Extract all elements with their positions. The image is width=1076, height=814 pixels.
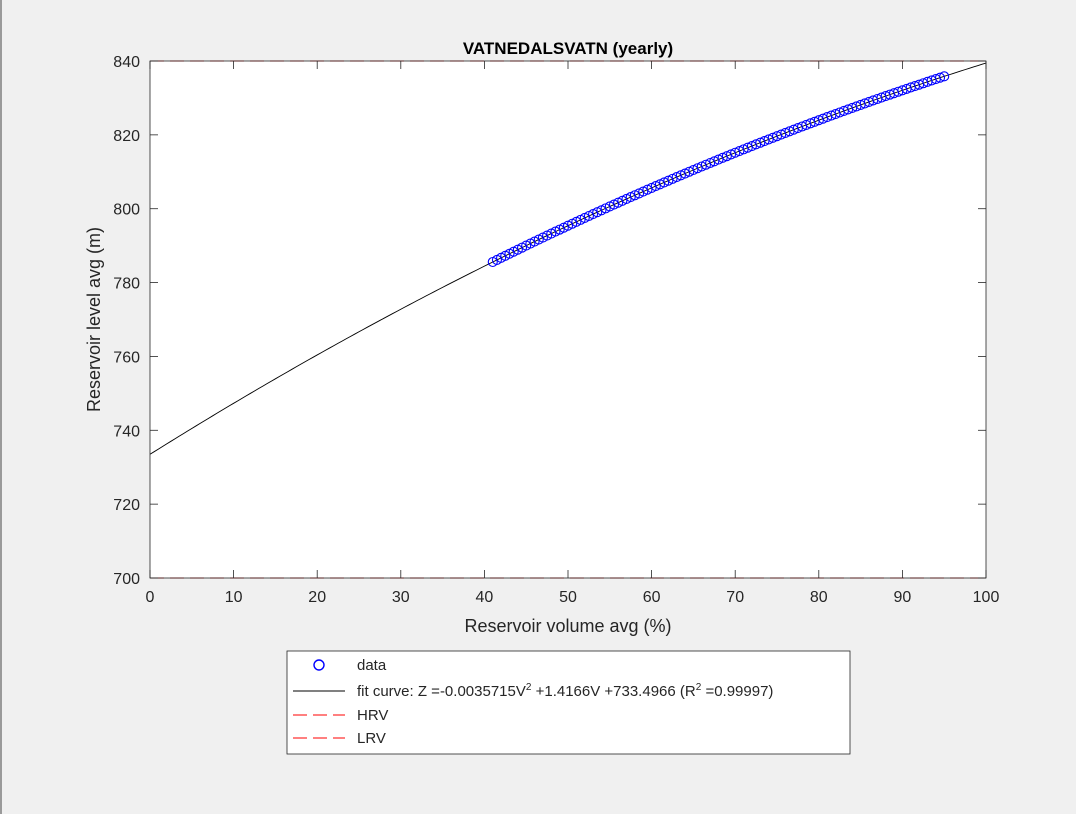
y-tick-label: 780 — [113, 276, 140, 293]
x-tick-label: 50 — [559, 589, 577, 606]
legend-box — [286, 650, 851, 755]
x-tick-label: 60 — [643, 589, 661, 606]
data-point — [746, 140, 757, 152]
chart-title: VATNEDALSVATN (yearly) — [463, 39, 673, 58]
legend-label-part: +1.4166V +733.4966 (R — [531, 683, 695, 700]
plot-area — [150, 60, 986, 579]
data-point — [934, 72, 946, 83]
legend-superscript: 2 — [526, 682, 532, 693]
y-tick-label: 800 — [113, 202, 140, 219]
legend-label-part: HRV — [357, 707, 388, 724]
x-tick-label: 10 — [225, 589, 243, 606]
legend-label-part: =0.99997) — [701, 683, 773, 700]
legend-superscript: 2 — [696, 682, 702, 693]
x-tick-label: 20 — [308, 589, 326, 606]
x-tick-label: 80 — [810, 589, 828, 606]
legend-label-hline-dashed: HRV — [357, 707, 388, 724]
data-point — [751, 139, 762, 150]
x-tick-label: 40 — [476, 589, 494, 606]
x-tick-label: 100 — [973, 589, 1000, 606]
legend-label-part: fit curve: Z =-0.0035715V — [357, 683, 526, 700]
data-points — [487, 71, 950, 268]
x-axis-label: Reservoir volume avg (%) — [464, 616, 671, 636]
data-point — [763, 134, 774, 145]
x-tick-label: 90 — [894, 589, 912, 606]
data-point — [755, 137, 766, 148]
legend-label-part: data — [357, 657, 387, 674]
legend-label-line: fit curve: Z =-0.0035715V2 +1.4166V +733… — [357, 682, 773, 700]
y-tick-label: 760 — [113, 349, 140, 366]
legend-label-scatter: data — [357, 657, 387, 674]
x-tick-label: 70 — [726, 589, 744, 606]
y-tick-label: 820 — [113, 128, 140, 145]
data-point — [939, 71, 950, 82]
legend-label-hline-dashed: LRV — [357, 730, 386, 747]
y-tick-label: 740 — [113, 423, 140, 440]
axes-background — [150, 61, 986, 578]
y-axis-label: Reservoir level avg (m) — [84, 227, 104, 412]
y-tick-label: 720 — [113, 497, 140, 514]
legend-label-part: LRV — [357, 730, 386, 747]
legend-data-marker — [313, 659, 325, 671]
y-tick-label: 700 — [113, 571, 140, 588]
x-tick-label: 0 — [146, 589, 155, 606]
data-point — [759, 136, 770, 147]
x-tick-label: 30 — [392, 589, 410, 606]
y-tick-label: 840 — [113, 54, 140, 71]
